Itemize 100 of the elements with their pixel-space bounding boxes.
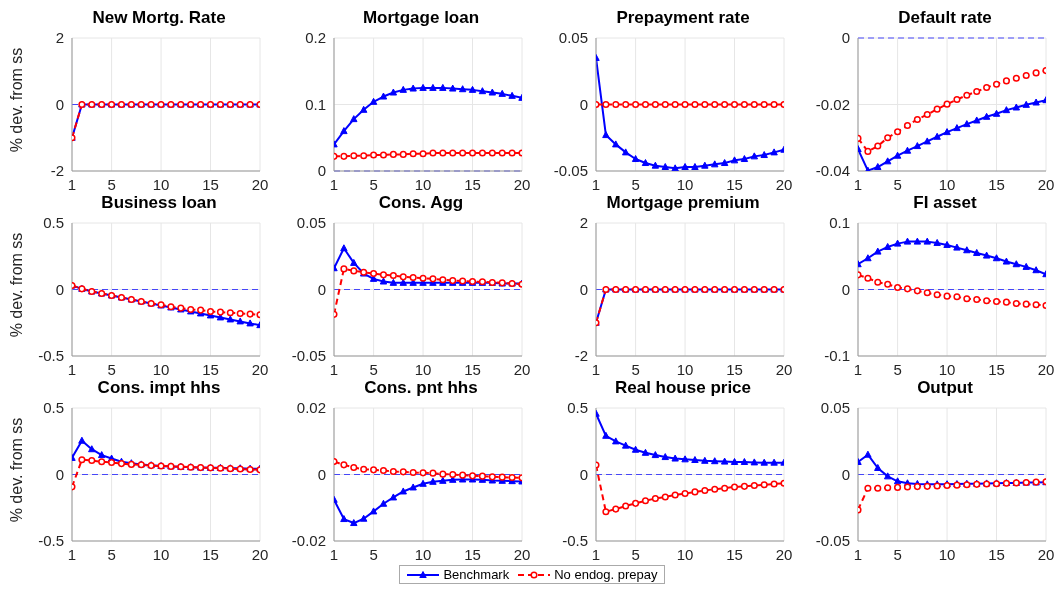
x-tick-label: 20 xyxy=(775,360,793,378)
chart-title: Business loan xyxy=(100,193,218,213)
x-tick-label: 20 xyxy=(251,360,269,378)
y-tick-label: -0.02 xyxy=(291,532,326,550)
y-tick-label: 0 xyxy=(317,280,326,298)
x-tick-label: 10 xyxy=(414,175,432,193)
x-tick-label: 15 xyxy=(464,545,481,563)
x-tick-label: 1 xyxy=(591,545,601,563)
y-tick-label: 0.1 xyxy=(829,214,850,232)
x-tick-label: 10 xyxy=(414,360,432,378)
x-tick-label: 5 xyxy=(893,360,902,378)
y-tick-label: 0 xyxy=(579,465,588,483)
y-tick-label: -0.5 xyxy=(38,532,64,550)
chart-title: Mortgage loan xyxy=(361,8,481,28)
x-tick-label: 5 xyxy=(369,360,378,378)
x-tick-label: 15 xyxy=(988,545,1005,563)
x-tick-label: 5 xyxy=(893,175,902,193)
x-tick-label: 1 xyxy=(67,545,77,563)
x-tick-label: 20 xyxy=(251,545,269,563)
y-tick-label: 0.2 xyxy=(305,29,326,47)
x-tick-label: 10 xyxy=(938,360,956,378)
x-tick-label: 1 xyxy=(67,360,77,378)
y-tick-label: -0.5 xyxy=(562,532,588,550)
x-tick-label: 1 xyxy=(591,175,601,193)
y-tick-label: 0 xyxy=(841,465,850,483)
x-tick-label: 20 xyxy=(775,175,793,193)
y-tick-label: 0 xyxy=(317,465,326,483)
y-tick-label: 0.05 xyxy=(558,29,588,47)
x-tick-label: 15 xyxy=(202,545,219,563)
chart-title: Mortgage premium xyxy=(605,193,761,213)
x-tick-label: 20 xyxy=(513,360,531,378)
x-tick-label: 10 xyxy=(938,175,956,193)
chart-title: New Mortg. Rate xyxy=(91,8,227,28)
y-tick-label: 2 xyxy=(55,29,64,47)
x-tick-label: 15 xyxy=(988,360,1005,378)
x-tick-label: 1 xyxy=(853,545,863,563)
x-tick-label: 5 xyxy=(631,360,640,378)
y-tick-label: -0.04 xyxy=(815,162,850,180)
chart-title: Cons. pnt hhs xyxy=(363,378,479,398)
y-tick-label: 0 xyxy=(841,29,850,47)
x-tick-label: 10 xyxy=(414,545,432,563)
x-tick-label: 15 xyxy=(988,175,1005,193)
x-tick-label: 5 xyxy=(107,545,116,563)
chart-title: Cons. Agg xyxy=(377,193,465,213)
y-tick-label: -0.05 xyxy=(553,162,588,180)
y-tick-label: -0.02 xyxy=(815,95,850,113)
chart-title: Default rate xyxy=(897,8,993,28)
chart-title: Real house price xyxy=(613,378,753,398)
x-tick-label: 10 xyxy=(676,360,694,378)
x-tick-label: 15 xyxy=(726,175,743,193)
x-tick-label: 1 xyxy=(329,175,339,193)
chart-title: Prepayment rate xyxy=(615,8,751,28)
y-tick-label: 0 xyxy=(55,95,64,113)
legend-label: Benchmark xyxy=(443,567,510,582)
chart-title: Output xyxy=(916,378,974,398)
x-tick-label: 10 xyxy=(152,545,170,563)
x-tick-label: 10 xyxy=(152,360,170,378)
y-tick-label: 0 xyxy=(55,280,64,298)
y-tick-label: 0.5 xyxy=(43,399,64,417)
x-tick-label: 15 xyxy=(202,175,219,193)
x-tick-label: 10 xyxy=(676,175,694,193)
x-tick-label: 5 xyxy=(893,545,902,563)
y-tick-label: -0.5 xyxy=(38,347,64,365)
y-tick-label: -0.1 xyxy=(824,347,850,365)
y-tick-label: -2 xyxy=(50,162,64,180)
x-tick-label: 5 xyxy=(369,545,378,563)
y-tick-label: -0.05 xyxy=(815,532,850,550)
x-tick-label: 15 xyxy=(202,360,219,378)
x-tick-label: 1 xyxy=(853,360,863,378)
x-tick-label: 5 xyxy=(631,175,640,193)
y-tick-label: 0.05 xyxy=(296,214,326,232)
legend-label: No endog. prepay xyxy=(554,567,658,582)
x-tick-label: 10 xyxy=(676,545,694,563)
y-tick-label: 0.02 xyxy=(296,399,326,417)
x-tick-label: 20 xyxy=(513,545,531,563)
y-axis-title: % dev. from ss xyxy=(8,47,26,152)
y-axis-title: % dev. from ss xyxy=(8,232,26,337)
y-tick-label: 0.05 xyxy=(820,399,850,417)
x-tick-label: 15 xyxy=(464,360,481,378)
x-tick-label: 15 xyxy=(464,175,481,193)
x-tick-label: 1 xyxy=(329,545,339,563)
x-tick-label: 15 xyxy=(726,360,743,378)
y-tick-label: -2 xyxy=(574,347,588,365)
x-tick-label: 1 xyxy=(853,175,863,193)
x-tick-label: 5 xyxy=(631,545,640,563)
y-tick-label: -0.05 xyxy=(291,347,326,365)
y-tick-label: 0.5 xyxy=(567,399,588,417)
x-tick-label: 10 xyxy=(152,175,170,193)
x-tick-label: 20 xyxy=(251,175,269,193)
y-tick-label: 0 xyxy=(317,162,326,180)
x-tick-label: 15 xyxy=(726,545,743,563)
x-tick-label: 5 xyxy=(107,175,116,193)
x-tick-label: 20 xyxy=(775,545,793,563)
y-tick-label: 0.1 xyxy=(305,95,326,113)
x-tick-label: 20 xyxy=(1037,175,1055,193)
y-tick-label: 0 xyxy=(579,280,588,298)
y-tick-label: 2 xyxy=(579,214,588,232)
y-tick-label: 0 xyxy=(55,465,64,483)
y-tick-label: 0 xyxy=(579,95,588,113)
x-tick-label: 1 xyxy=(591,360,601,378)
